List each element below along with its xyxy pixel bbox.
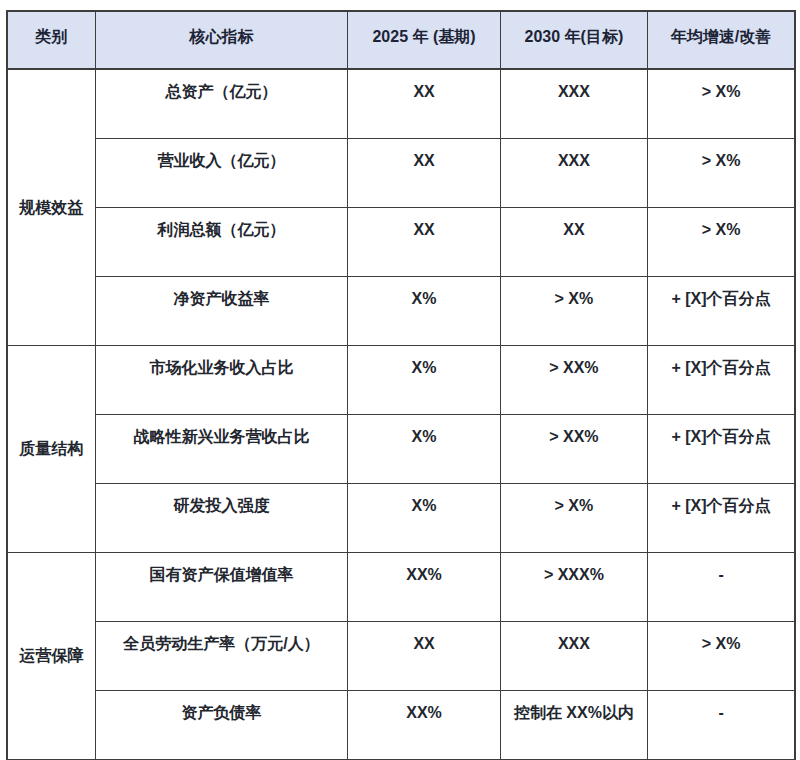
growth-value-cell: + [X]个百分点 (648, 484, 795, 553)
base-value-cell: XX (348, 69, 500, 139)
growth-value-cell: - (648, 553, 795, 622)
category-cell: 质量结构 (7, 346, 95, 553)
table-row: 利润总额（亿元）XXXX> X% (7, 208, 795, 277)
target-value-cell: 控制在 XX%以内 (500, 691, 647, 760)
indicator-cell: 总资产（亿元） (95, 69, 348, 139)
table-row: 研发投入强度X%> X%+ [X]个百分点 (7, 484, 795, 553)
target-value-cell: > XX% (500, 415, 647, 484)
table-row: 净资产收益率X%> X%+ [X]个百分点 (7, 277, 795, 346)
base-value-cell: XX (348, 208, 500, 277)
growth-value-cell: > X% (648, 208, 795, 277)
growth-value-cell: + [X]个百分点 (648, 415, 795, 484)
category-cell: 规模效益 (7, 69, 95, 346)
kpi-table: 类别 核心指标 2025 年 (基期) 2030 年(目标) 年均增速/改善 规… (6, 10, 796, 760)
base-value-cell: X% (348, 484, 500, 553)
indicator-cell: 市场化业务收入占比 (95, 346, 348, 415)
growth-value-cell: + [X]个百分点 (648, 277, 795, 346)
column-header-base-2025: 2025 年 (基期) (348, 11, 500, 69)
target-value-cell: > XXX% (500, 553, 647, 622)
column-header-category: 类别 (7, 11, 95, 69)
growth-value-cell: > X% (648, 622, 795, 691)
base-value-cell: X% (348, 277, 500, 346)
target-value-cell: > X% (500, 277, 647, 346)
indicator-cell: 战略性新兴业务营收占比 (95, 415, 348, 484)
column-header-growth: 年均增速/改善 (648, 11, 795, 69)
base-value-cell: XX (348, 139, 500, 208)
column-header-indicator: 核心指标 (95, 11, 348, 69)
growth-value-cell: > X% (648, 69, 795, 139)
table-row: 运营保障国有资产保值增值率XX%> XXX%- (7, 553, 795, 622)
table-row: 规模效益总资产（亿元）XXXXX> X% (7, 69, 795, 139)
base-value-cell: XX% (348, 691, 500, 760)
target-value-cell: > XX% (500, 346, 647, 415)
growth-value-cell: > X% (648, 139, 795, 208)
growth-value-cell: + [X]个百分点 (648, 346, 795, 415)
base-value-cell: XX% (348, 553, 500, 622)
indicator-cell: 利润总额（亿元） (95, 208, 348, 277)
indicator-cell: 研发投入强度 (95, 484, 348, 553)
base-value-cell: XX (348, 622, 500, 691)
kpi-table-container: 类别 核心指标 2025 年 (基期) 2030 年(目标) 年均增速/改善 规… (6, 10, 796, 760)
table-row: 资产负债率XX%控制在 XX%以内- (7, 691, 795, 760)
column-header-target-2030: 2030 年(目标) (500, 11, 647, 69)
table-row: 战略性新兴业务营收占比X%> XX%+ [X]个百分点 (7, 415, 795, 484)
header-row: 类别 核心指标 2025 年 (基期) 2030 年(目标) 年均增速/改善 (7, 11, 795, 69)
target-value-cell: XXX (500, 139, 647, 208)
indicator-cell: 国有资产保值增值率 (95, 553, 348, 622)
indicator-cell: 净资产收益率 (95, 277, 348, 346)
target-value-cell: XX (500, 208, 647, 277)
target-value-cell: > X% (500, 484, 647, 553)
indicator-cell: 全员劳动生产率（万元/人） (95, 622, 348, 691)
table-row: 营业收入（亿元）XXXXX> X% (7, 139, 795, 208)
base-value-cell: X% (348, 415, 500, 484)
indicator-cell: 营业收入（亿元） (95, 139, 348, 208)
table-row: 质量结构市场化业务收入占比X%> XX%+ [X]个百分点 (7, 346, 795, 415)
indicator-cell: 资产负债率 (95, 691, 348, 760)
base-value-cell: X% (348, 346, 500, 415)
growth-value-cell: - (648, 691, 795, 760)
category-cell: 运营保障 (7, 553, 95, 760)
target-value-cell: XXX (500, 69, 647, 139)
target-value-cell: XXX (500, 622, 647, 691)
table-row: 全员劳动生产率（万元/人）XXXXX> X% (7, 622, 795, 691)
